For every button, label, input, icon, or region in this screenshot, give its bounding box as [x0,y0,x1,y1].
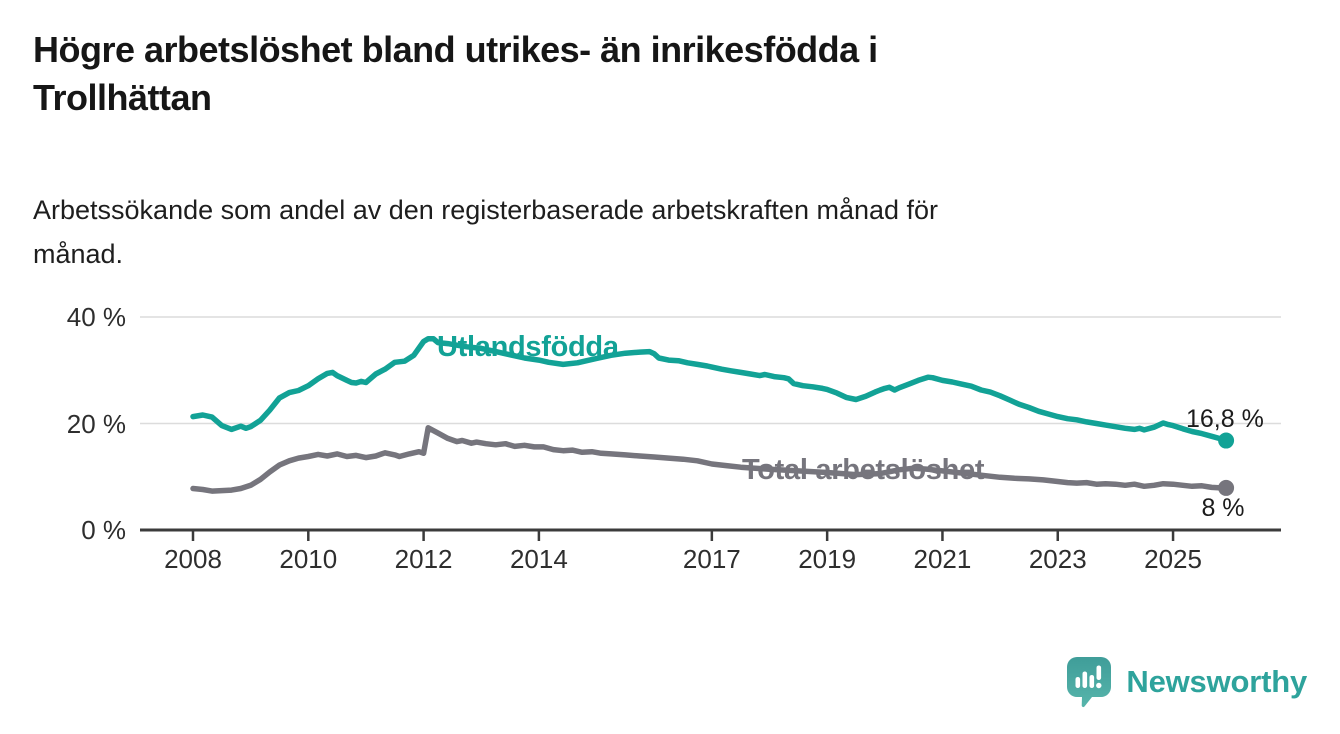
x-axis-tick-label: 2021 [913,544,972,574]
y-axis-tick-label: 20 % [66,408,126,439]
x-axis-tick-label: 2025 [1144,544,1202,574]
end-value-utlandsfodda: 16,8 % [1186,405,1264,433]
end-value-total-arbetsloshet: 8 % [1201,494,1245,522]
x-axis-tick-label: 2023 [1028,544,1087,574]
newsworthy-logo: Newsworthy [1066,656,1307,708]
y-axis-tick-label: 40 % [66,302,126,332]
chart-title: Högre arbetslöshet bland utrikes- än inr… [33,29,878,118]
x-axis-tick-label: 2012 [394,544,453,574]
x-axis-tick-label: 2014 [509,544,568,574]
y-axis-tick-label: 0 % [81,515,126,545]
x-axis-tick-label: 2010 [279,544,338,574]
line-chart-plot [140,316,1281,541]
series-label-total-arbetsloshet: Total arbetslöshet [742,454,985,486]
series-lines [190,336,1235,496]
newsworthy-logo-text: Newsworthy [1126,664,1307,699]
x-axis-tick-label: 2008 [164,544,222,574]
x-axis-tick-label: 2017 [682,544,741,574]
y-axis-labels: 0 % 20 % 40 % [16,0,126,600]
series-label-utlandsfodda: Utlandsfödda [437,331,619,363]
gridlines [140,316,1281,425]
x-axis [140,528,1281,541]
chart-subtitle: Arbetssökande som andel av den registerb… [33,195,939,269]
x-axis-tick-label: 2019 [798,544,857,574]
newsworthy-bubble-chart-icon [1067,657,1112,708]
x-axis-labels: 2008 2010 2012 2014 2017 2019 2021 2023 2025 [0,544,1340,584]
